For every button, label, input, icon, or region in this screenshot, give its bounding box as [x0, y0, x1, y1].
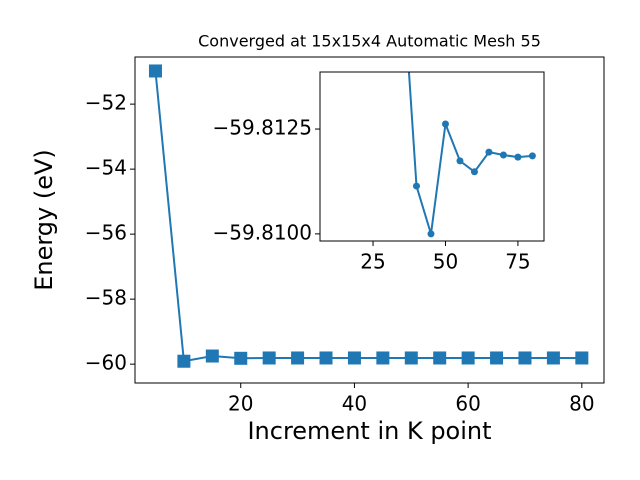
marker [347, 351, 361, 365]
marker [376, 351, 390, 365]
marker [514, 153, 522, 161]
y-tick-label: −52 [85, 91, 127, 115]
marker [427, 230, 435, 238]
y-tick-label: −59.8125 [213, 116, 312, 140]
y-tick-label: −60 [85, 351, 127, 375]
marker [490, 351, 504, 365]
marker [499, 151, 507, 159]
y-tick-label: −56 [85, 221, 127, 245]
y-tick-label: −54 [85, 156, 127, 180]
marker [291, 351, 305, 365]
x-tick-label: 25 [360, 250, 385, 274]
x-tick-label: 20 [228, 392, 253, 416]
axes-frame [319, 71, 545, 242]
x-tick-label: 60 [455, 392, 480, 416]
y-tick-label: −58 [85, 286, 127, 310]
data-line [407, 72, 533, 235]
marker [177, 354, 191, 368]
y-tick-label: −59.8100 [213, 220, 312, 244]
x-axis-label: Increment in K point [247, 417, 491, 445]
marker [148, 64, 162, 78]
chart-title: Converged at 15x15x4 Automatic Mesh 55 [198, 32, 541, 51]
marker [518, 351, 532, 365]
marker [319, 351, 333, 365]
marker [485, 148, 493, 156]
y-axis-label: Energy (eV) [30, 149, 58, 291]
marker [404, 351, 418, 365]
marker [546, 351, 560, 365]
marker [441, 120, 449, 128]
marker [461, 351, 475, 365]
marker [575, 351, 589, 365]
x-tick-label: 50 [433, 250, 458, 274]
marker [456, 157, 464, 165]
data-line [154, 70, 582, 363]
marker [412, 182, 420, 190]
marker [470, 168, 478, 176]
marker [528, 152, 536, 160]
marker [262, 351, 276, 365]
x-tick-label: 75 [505, 250, 530, 274]
marker [234, 351, 248, 365]
marker [433, 351, 447, 365]
x-tick-label: 80 [569, 392, 594, 416]
inset-chart: 25 50 75 −59.8100 −59.8125 [213, 71, 545, 274]
x-tick-label: 40 [342, 392, 367, 416]
marker [205, 349, 219, 363]
axes-frame [134, 56, 605, 384]
